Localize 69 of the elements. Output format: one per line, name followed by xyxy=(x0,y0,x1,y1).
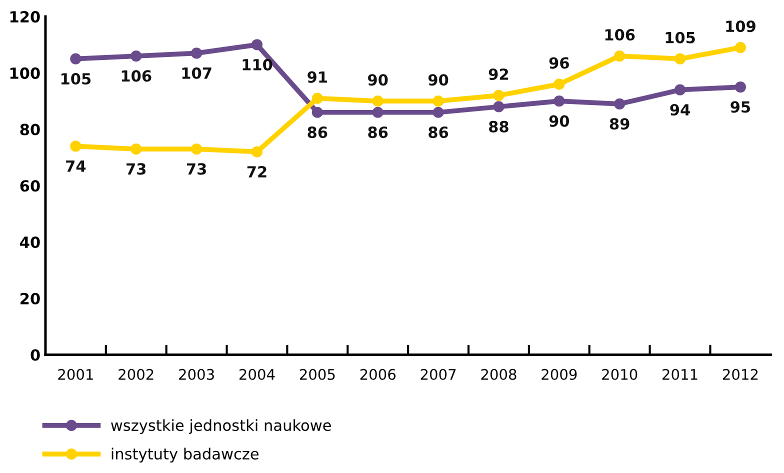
point xyxy=(614,50,626,62)
x-tick-label: 2012 xyxy=(722,368,758,380)
x-tick-label: 2008 xyxy=(481,368,516,380)
data-label: 86 xyxy=(308,126,328,138)
data-label: 90 xyxy=(428,74,448,86)
legend-label: wszystkie jednostki naukowe xyxy=(111,419,331,434)
data-label: 73 xyxy=(126,163,146,175)
data-label: 106 xyxy=(605,28,635,41)
x-tick-label: 2005 xyxy=(300,368,335,380)
point xyxy=(372,106,384,118)
point xyxy=(432,96,444,107)
y-tick-label: 100 xyxy=(10,67,40,79)
point xyxy=(493,90,504,102)
point xyxy=(191,143,202,155)
point xyxy=(312,106,323,118)
data-label: 105 xyxy=(61,72,91,85)
data-label: 91 xyxy=(308,71,327,83)
point xyxy=(372,96,384,107)
point xyxy=(130,143,142,155)
point xyxy=(432,106,444,118)
data-label: 89 xyxy=(610,118,630,130)
x-tick-label: 2006 xyxy=(360,368,396,380)
point xyxy=(674,53,686,64)
data-label: 109 xyxy=(726,20,756,32)
point xyxy=(70,53,82,64)
point xyxy=(251,39,263,50)
point xyxy=(734,42,746,54)
point xyxy=(674,84,686,96)
data-label: 105 xyxy=(666,32,695,44)
y-tick-label: 60 xyxy=(20,180,40,192)
point xyxy=(734,81,746,93)
data-label: 96 xyxy=(549,57,569,69)
x-tick-label: 2004 xyxy=(240,368,275,380)
data-label: 90 xyxy=(368,74,388,86)
x-tick-label: 2003 xyxy=(179,368,214,380)
point xyxy=(312,92,323,104)
data-label: 72 xyxy=(247,166,266,178)
data-label: 95 xyxy=(730,101,750,113)
point xyxy=(191,48,202,59)
y-tick-label: 40 xyxy=(20,236,40,248)
legend-label: instytuty badawcze xyxy=(112,448,259,463)
y-tick-label: 20 xyxy=(20,292,40,304)
data-label: 74 xyxy=(66,160,86,172)
x-tick-label: 2007 xyxy=(420,368,456,380)
data-label: 90 xyxy=(549,115,570,127)
point xyxy=(493,101,504,112)
x-tick-label: 2001 xyxy=(58,368,93,380)
data-label: 106 xyxy=(122,70,152,82)
data-label: 92 xyxy=(488,68,508,80)
point xyxy=(554,96,565,107)
y-tick-label: 120 xyxy=(10,11,40,23)
data-label: 94 xyxy=(670,104,690,116)
y-tick-label: 0 xyxy=(30,349,40,361)
point xyxy=(70,140,82,152)
data-label: 110 xyxy=(242,58,272,70)
point xyxy=(554,78,565,90)
y-tick-label: 80 xyxy=(20,124,40,136)
point xyxy=(130,50,142,62)
point xyxy=(614,98,626,110)
data-label: 86 xyxy=(368,126,388,138)
data-label: 73 xyxy=(186,163,206,175)
data-label: 86 xyxy=(428,126,448,138)
x-tick-label: 2009 xyxy=(542,368,577,380)
x-tick-label: 2010 xyxy=(602,368,638,380)
data-label: 88 xyxy=(489,120,508,132)
x-tick-label: 2002 xyxy=(118,368,154,380)
x-tick-label: 2011 xyxy=(662,368,698,380)
data-label: 107 xyxy=(182,67,212,79)
point xyxy=(251,146,263,158)
